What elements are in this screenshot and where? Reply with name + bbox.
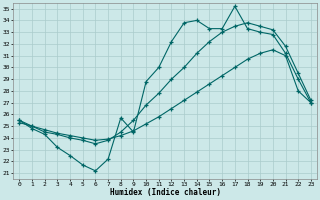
X-axis label: Humidex (Indice chaleur): Humidex (Indice chaleur): [110, 188, 220, 197]
